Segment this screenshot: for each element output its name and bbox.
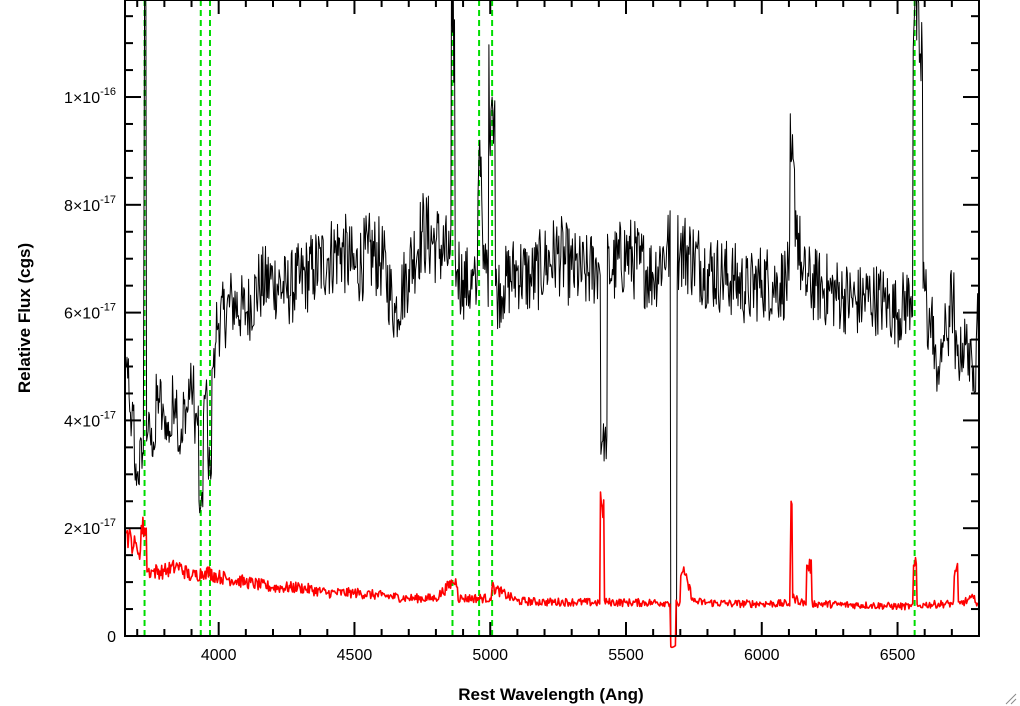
spectra-series: [125, 0, 980, 649]
x-axis-title: Rest Wavelength (Ang): [458, 685, 643, 704]
x-tick-label-2: 5000: [472, 647, 508, 664]
y-axis-title: Relative Flux (cgs): [15, 243, 34, 393]
spectrum-line-0: [125, 0, 980, 637]
x-tick-label-0: 4000: [201, 647, 237, 664]
tick-labels: 4000 4500 5000 5500 6000 6500 0 2×10-17 4×10-17 6…: [64, 86, 915, 664]
y-tick-label-0: 0: [107, 629, 116, 646]
x-tick-label-3: 5500: [608, 647, 644, 664]
x-tick-label-1: 4500: [337, 647, 373, 664]
resize-grip-icon[interactable]: [1005, 693, 1017, 705]
y-tick-label-1: 2×10-17: [64, 517, 116, 538]
axis-ticks: [125, 0, 980, 637]
y-tick-label-4: 8×10-17: [64, 194, 116, 215]
plot-frame: [124, 0, 980, 637]
x-tick-label-5: 6500: [880, 647, 916, 664]
emission-line-markers: [143, 0, 916, 636]
y-tick-label-5: 1×10-16: [64, 86, 116, 107]
spectrum-line-1: [125, 491, 980, 649]
x-tick-label-4: 6000: [744, 647, 780, 664]
y-tick-label-2: 4×10-17: [64, 409, 116, 430]
y-tick-label-3: 6×10-17: [64, 302, 116, 323]
